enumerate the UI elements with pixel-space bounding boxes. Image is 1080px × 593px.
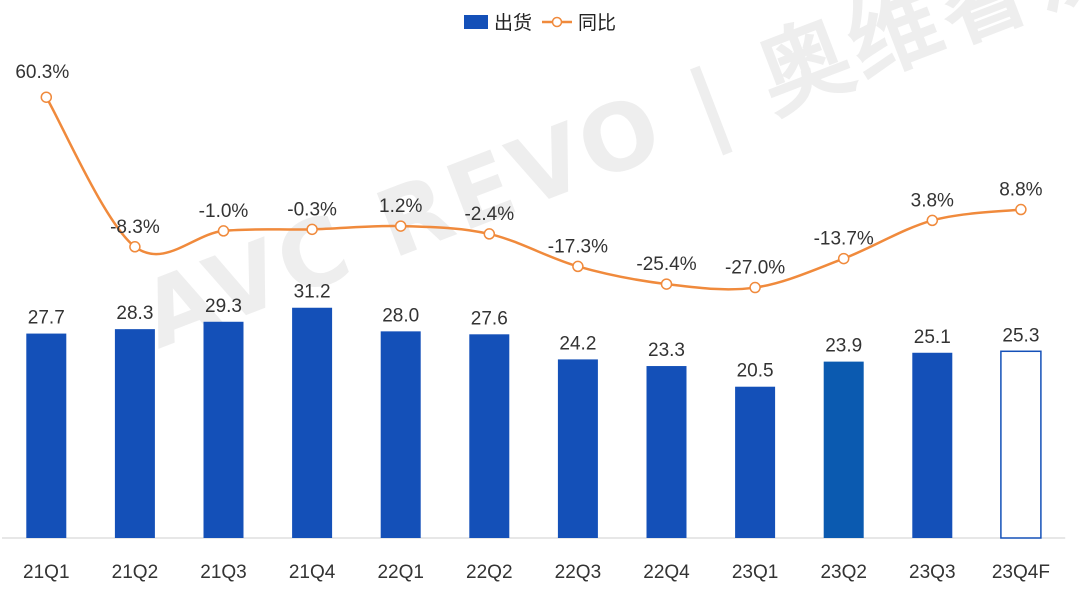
yoy-point-23Q3 <box>926 214 939 227</box>
bar-value-label: 28.3 <box>116 303 153 324</box>
yoy-value-label: -8.3% <box>110 217 160 238</box>
legend-item-shipments: 出货 <box>463 8 532 35</box>
bar-value-label: 25.3 <box>1002 325 1039 346</box>
line-marker-icon <box>542 16 572 27</box>
bar-23Q3 <box>912 352 953 538</box>
legend-label-yoy: 同比 <box>578 12 617 34</box>
x-tick-label: 21Q1 <box>23 562 69 583</box>
bar-value-label: 28.0 <box>382 305 419 326</box>
bar-22Q2 <box>469 334 510 538</box>
bar-21Q3 <box>203 321 244 538</box>
x-tick-label: 22Q1 <box>377 562 423 583</box>
yoy-point-22Q3 <box>572 260 584 273</box>
yoy-line <box>45 96 1022 291</box>
x-tick-label: 23Q1 <box>732 562 778 583</box>
bar-22Q1 <box>380 331 421 538</box>
x-tick-label: 22Q4 <box>643 562 690 583</box>
yoy-value-label: -17.3% <box>548 236 608 257</box>
bar-value-label: 20.5 <box>737 361 774 382</box>
bar-value-label: 31.2 <box>294 282 331 303</box>
bar-swatch-icon <box>463 14 488 29</box>
bar-22Q3 <box>557 359 598 538</box>
yoy-value-label: -25.4% <box>636 254 696 275</box>
bar-value-label: 23.9 <box>825 336 862 357</box>
yoy-value-label: -2.4% <box>464 204 514 225</box>
bar-value-label: 27.7 <box>28 308 65 329</box>
yoy-point-22Q4 <box>660 278 673 290</box>
legend-item-yoy: 同比 <box>542 8 616 35</box>
legend: 出货 同比 <box>0 8 1080 35</box>
yoy-point-21Q1 <box>40 91 53 103</box>
x-tick-label: 21Q2 <box>112 562 158 583</box>
bar-value-label: 27.6 <box>471 308 508 329</box>
yoy-value-label: 3.8% <box>911 190 954 211</box>
bar-23Q2 <box>823 361 864 538</box>
x-tick-label: 23Q4F <box>992 562 1050 583</box>
bar-22Q4 <box>646 366 687 538</box>
yoy-value-label: -27.0% <box>725 258 785 279</box>
bar-value-label: 25.1 <box>914 327 951 348</box>
yoy-point-23Q4F <box>1015 203 1027 216</box>
bar-23Q1 <box>735 386 776 538</box>
yoy-point-21Q3 <box>217 225 230 237</box>
yoy-point-22Q2 <box>483 228 496 240</box>
yoy-point-23Q1 <box>749 281 761 294</box>
bar-value-label: 24.2 <box>559 333 596 354</box>
yoy-point-22Q1 <box>394 220 407 232</box>
bar-21Q1 <box>26 333 67 538</box>
yoy-value-label: -13.7% <box>814 229 874 250</box>
yoy-value-label: -1.0% <box>199 201 249 222</box>
yoy-value-label: 60.3% <box>15 62 69 83</box>
x-tick-label: 21Q4 <box>289 562 336 583</box>
bar-21Q4 <box>292 307 333 538</box>
bar-21Q2 <box>114 329 155 538</box>
legend-label-shipments: 出货 <box>493 12 532 34</box>
yoy-point-21Q2 <box>129 241 141 253</box>
yoy-value-label: 1.2% <box>379 196 422 217</box>
x-tick-label: 21Q3 <box>200 562 246 583</box>
x-tick-label: 23Q3 <box>909 562 955 583</box>
x-tick-label: 22Q2 <box>466 562 512 583</box>
bar-23Q4F <box>1000 350 1042 539</box>
bar-value-label: 29.3 <box>205 296 242 317</box>
yoy-value-label: 8.8% <box>999 180 1042 201</box>
yoy-point-23Q2 <box>837 252 850 265</box>
x-tick-label: 23Q2 <box>820 562 866 583</box>
bar-value-label: 23.3 <box>648 340 685 361</box>
x-tick-label: 22Q3 <box>555 562 601 583</box>
yoy-value-label: -0.3% <box>287 199 337 220</box>
yoy-point-21Q4 <box>306 223 318 236</box>
